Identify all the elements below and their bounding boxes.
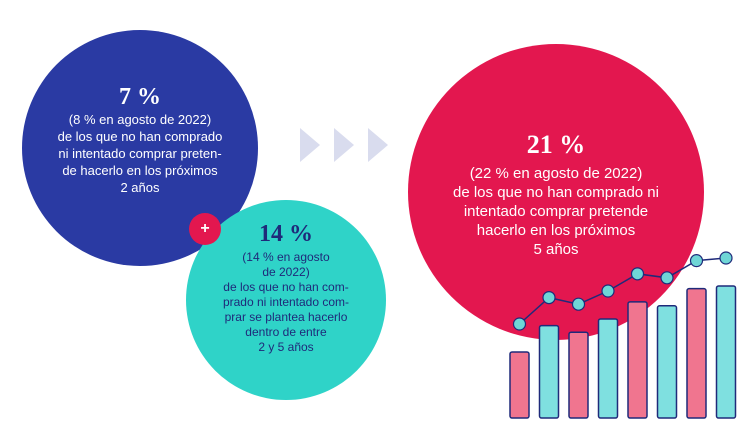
growth-bar xyxy=(538,324,560,419)
blue-circle: 7 % (8 % en agosto de 2022) de los que n… xyxy=(22,30,258,266)
growth-bar xyxy=(656,305,678,419)
growth-point xyxy=(689,254,704,268)
growth-point xyxy=(660,271,674,285)
teal-text-line: de los que no han com- xyxy=(223,280,349,294)
chevron-right-icon xyxy=(300,128,388,162)
teal-text-line: 2 y 5 años xyxy=(258,340,314,354)
pink-text-line: hacerlo en los próximos xyxy=(476,222,636,239)
growth-point xyxy=(542,290,556,305)
teal-percentage: 14 % xyxy=(259,221,313,247)
growth-bar xyxy=(715,285,737,419)
teal-text-line: dentro de entre xyxy=(245,325,327,339)
teal-text-line: prar se plantea hacerlo xyxy=(224,310,348,324)
pink-percentage: 21 % xyxy=(526,130,586,159)
pink-text-line: de los que no han comprado ni xyxy=(453,184,659,201)
growth-bar xyxy=(627,301,648,419)
growth-bar xyxy=(509,351,530,419)
pink-text-line: intentado comprar pretende xyxy=(463,203,649,220)
growth-bar xyxy=(597,318,619,419)
blue-text-line: (8 % en agosto de 2022) xyxy=(68,112,212,127)
plus-icon: + xyxy=(189,213,221,245)
growth-bar xyxy=(686,287,707,419)
blue-text-line: de hacerlo en los próximos xyxy=(62,163,218,178)
pink-circle: 21 % (22 % en agosto de 2022) de los que… xyxy=(408,44,704,340)
teal-text-line: prado ni intentado com- xyxy=(222,295,350,309)
blue-percentage: 7 % xyxy=(119,84,161,110)
growth-point xyxy=(601,284,615,298)
teal-text-line: (14 % en agosto xyxy=(242,250,330,264)
teal-text-line: de 2022) xyxy=(262,265,310,279)
blue-text-line: 2 años xyxy=(120,180,160,195)
pink-text-line: (22 % en agosto de 2022) xyxy=(469,165,643,182)
growth-point xyxy=(630,267,645,281)
pink-text-line: 5 años xyxy=(533,241,579,258)
growth-point xyxy=(512,317,527,331)
bar-growth-illustration xyxy=(509,251,737,419)
growth-point xyxy=(719,251,733,265)
growth-point xyxy=(571,297,586,311)
blue-text-line: de los que no han comprado xyxy=(57,129,223,144)
growth-bar xyxy=(568,331,589,419)
blue-text-line: ni intentado comprar preten- xyxy=(58,146,222,161)
